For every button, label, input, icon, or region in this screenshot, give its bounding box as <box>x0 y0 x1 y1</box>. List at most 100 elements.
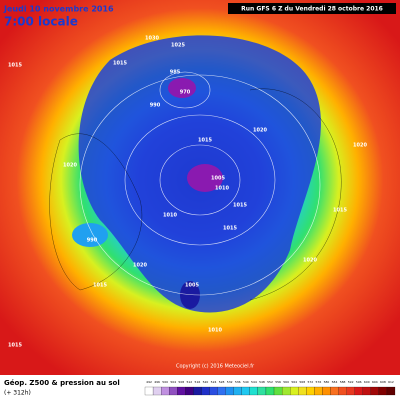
scale-label: 492 <box>146 380 152 384</box>
scale-swatch <box>209 386 218 396</box>
pressure-label: 1030 <box>145 36 159 42</box>
scale-swatch <box>225 386 234 396</box>
scale-label: 576 <box>316 380 322 384</box>
scale-swatch <box>290 386 299 396</box>
scale-swatch <box>152 386 162 396</box>
pressure-label: 1010 <box>163 213 177 219</box>
scale-label: 528 <box>219 380 225 384</box>
scale-swatch <box>169 386 178 396</box>
pressure-label: 985 <box>170 70 181 76</box>
scale-label: 556 <box>275 380 281 384</box>
scale-swatch <box>144 386 154 396</box>
pressure-label: 1005 <box>185 283 199 289</box>
scale-swatch <box>338 386 347 396</box>
pressure-label: 1025 <box>171 43 185 49</box>
scale-label: 600 <box>364 380 370 384</box>
pressure-label: 1020 <box>133 263 147 269</box>
low-center <box>187 164 223 192</box>
scale-swatch <box>330 386 339 396</box>
scale-label: 544 <box>251 380 257 384</box>
scale-label: 568 <box>299 380 305 384</box>
pressure-label: 1015 <box>8 343 22 349</box>
pressure-label: 1010 <box>208 328 222 334</box>
run-banner <box>228 3 396 14</box>
scale-swatch <box>281 386 291 396</box>
isobars <box>79 71 321 296</box>
scale-label: 520 <box>203 380 209 384</box>
scale-swatch <box>298 386 307 396</box>
scale-swatch <box>161 386 170 396</box>
scale-swatch <box>241 386 250 396</box>
scale-swatch <box>306 386 315 396</box>
scale-label: 564 <box>291 380 297 384</box>
low-center <box>168 78 196 98</box>
scale-swatch <box>177 386 186 396</box>
scale-label: 532 <box>227 380 233 384</box>
scale-label: 588 <box>340 380 346 384</box>
local-time: 7:00 locale <box>4 15 78 29</box>
scale-label: 572 <box>307 380 313 384</box>
scale-swatch <box>370 386 379 396</box>
run-info: Run GFS 6 Z du Vendredi 28 octobre 2016 <box>241 6 383 13</box>
valid-date: Jeudi 10 novembre 2016 <box>3 5 114 14</box>
scale-swatch <box>193 386 202 396</box>
lead-time: (+ 312h) <box>4 390 31 397</box>
scale-swatch <box>233 386 242 396</box>
scale-label: 500 <box>162 380 168 384</box>
pressure-label: 1015 <box>233 203 247 209</box>
pressure-label: 990 <box>150 103 161 109</box>
scale-swatch <box>322 386 331 396</box>
scale-label: 536 <box>235 380 241 384</box>
pressure-label: 970 <box>180 90 191 96</box>
scale-label: 560 <box>283 380 289 384</box>
scale-label: 580 <box>324 380 330 384</box>
scale-swatch <box>273 386 283 396</box>
scale-label: 508 <box>178 380 184 384</box>
scale-label: 604 <box>372 380 378 384</box>
pressure-label: 1015 <box>223 226 237 232</box>
pressure-label: 1015 <box>333 208 347 214</box>
pressure-label: 1020 <box>253 128 267 134</box>
scale-label: 540 <box>243 380 249 384</box>
scale-swatch <box>346 386 355 396</box>
pressure-label: 1015 <box>198 138 212 144</box>
scale-swatch <box>201 386 210 396</box>
scale-label: 496 <box>154 380 160 384</box>
pressure-label: 1020 <box>63 163 77 169</box>
scale-label: 612 <box>388 380 394 384</box>
pressure-label: 990 <box>87 238 98 244</box>
scale-label: 524 <box>211 380 217 384</box>
scale-label: 512 <box>186 380 192 384</box>
scale-label: 584 <box>332 380 338 384</box>
scale-label: 596 <box>356 380 362 384</box>
scale-swatch <box>249 386 259 396</box>
scale-label: 592 <box>348 380 354 384</box>
low-center <box>72 223 108 247</box>
copyright: Copyright (c) 2016 Meteociel.fr <box>176 364 255 370</box>
scale-swatch <box>354 386 363 396</box>
scale-swatch <box>362 386 371 396</box>
scale-swatch <box>314 386 323 396</box>
scale-swatch <box>185 386 194 396</box>
scale-label: 608 <box>380 380 386 384</box>
pressure-label: 1015 <box>8 63 22 69</box>
low-center <box>180 281 200 309</box>
footer-title: Géop. Z500 & pression au sol <box>4 379 120 387</box>
pressure-label: 1020 <box>353 143 367 149</box>
coastlines <box>49 88 342 301</box>
pressure-label: 1015 <box>93 283 107 289</box>
scale-swatch <box>257 386 267 396</box>
scale-swatch <box>378 386 388 396</box>
pressure-label: 1020 <box>303 258 317 264</box>
pressure-label: 1005 <box>211 176 225 182</box>
scale-swatch <box>217 386 226 396</box>
scale-swatch <box>386 386 396 396</box>
pressure-label: 1010 <box>215 186 229 192</box>
pressure-label: 1015 <box>113 61 127 67</box>
scale-swatch <box>265 386 275 396</box>
scale-label: 552 <box>267 380 273 384</box>
scale-label: 504 <box>170 380 176 384</box>
scale-label: 516 <box>195 380 201 384</box>
scale-label: 548 <box>259 380 265 384</box>
